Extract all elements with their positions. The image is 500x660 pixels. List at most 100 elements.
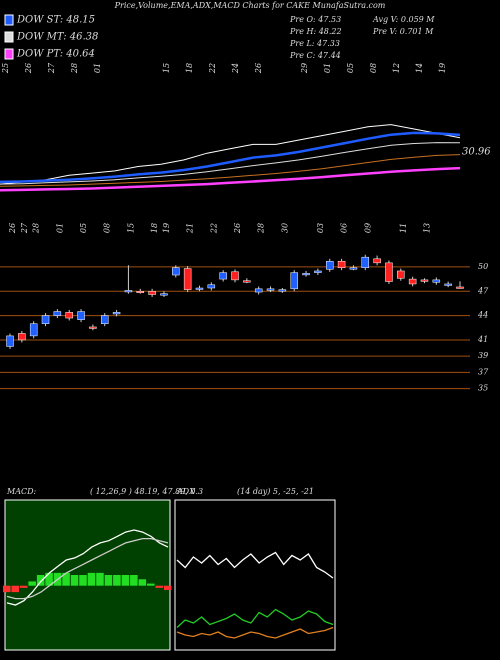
ema-line (0, 142, 461, 185)
y-tick-label: 37 (478, 367, 489, 376)
ema-line (0, 154, 461, 187)
y-tick-label: 41 (477, 335, 488, 344)
candle-body (77, 311, 85, 320)
panel-subtitle: (14 day) 5, -25, -21 (237, 487, 314, 496)
y-tick-label: 39 (478, 351, 488, 360)
histogram-bar (62, 572, 70, 586)
panel-box (4, 499, 171, 651)
x-tick-label: 21 (186, 223, 195, 234)
indicator-line (6, 537, 169, 600)
candle-body (278, 289, 287, 292)
x-tick-label: 18 (185, 63, 194, 73)
price-info: Avg V: 0.059 M (372, 15, 435, 24)
indicator-line (176, 551, 334, 579)
histogram-bar (70, 575, 79, 586)
page-title: Price,Volume,EMA,ADX,MACD Charts for CAK… (114, 1, 386, 10)
candle-body (207, 284, 216, 289)
x-tick-label: 19 (162, 223, 171, 233)
x-tick-label: 30 (280, 223, 289, 233)
x-tick-label: 12 (392, 63, 401, 73)
x-tick-label: 11 (399, 223, 408, 233)
histogram-bar (11, 585, 19, 593)
candle-body (408, 278, 417, 285)
histogram-bar (104, 575, 113, 586)
x-tick-label: 09 (363, 223, 372, 233)
candle-body (6, 335, 14, 347)
candle-body (41, 315, 50, 324)
candle-body (432, 279, 441, 283)
histogram-bar (45, 572, 53, 586)
candle-body (456, 286, 464, 289)
price-info: Pre H: 48.22 (289, 27, 342, 36)
histogram-bar (121, 575, 130, 586)
candle-body (420, 279, 429, 282)
x-tick-label: 28 (70, 63, 79, 74)
legend-label: DOW ST: 48.15 (16, 15, 95, 26)
x-tick-label: 08 (103, 223, 112, 233)
candle-body (325, 260, 334, 270)
x-tick-label: 28 (32, 223, 41, 234)
x-tick-label: 25 (1, 63, 10, 74)
histogram-bar (130, 575, 138, 586)
x-tick-label: 26 (254, 63, 263, 74)
x-tick-label: 05 (79, 223, 88, 233)
x-tick-label: 27 (20, 222, 29, 234)
candle-body (195, 287, 204, 290)
candle-body (53, 311, 62, 316)
panel-title: ADX (176, 487, 195, 496)
candle-body (136, 291, 145, 294)
x-tick-label: 05 (346, 63, 355, 73)
candle-body (148, 291, 156, 295)
x-tick-label: 06 (340, 223, 349, 233)
indicator-line (176, 626, 334, 639)
x-tick-label: 27 (47, 62, 56, 74)
x-tick-label: 22 (209, 223, 218, 234)
x-tick-label: 29 (300, 63, 309, 74)
legend-swatch (4, 31, 14, 43)
candle-body (29, 323, 38, 337)
candle-body (361, 256, 370, 268)
histogram-bar (147, 583, 155, 586)
histogram-bar (138, 579, 147, 586)
histogram-bar (2, 585, 11, 593)
legend-swatch (4, 48, 14, 60)
histogram-bar (113, 575, 121, 586)
level-label: 30.96 (462, 147, 491, 158)
price-info: Pre C: 47.44 (289, 51, 341, 60)
ema-line (0, 131, 461, 184)
candle-body (89, 326, 97, 329)
x-tick-label: 15 (126, 223, 135, 233)
histogram-bar (87, 572, 96, 586)
x-tick-label: 19 (438, 63, 447, 73)
x-tick-label: 22 (208, 63, 217, 74)
y-tick-label: 35 (478, 384, 488, 393)
candle-body (254, 288, 263, 293)
price-info: Pre O: 47.53 (289, 15, 341, 24)
candle-body (160, 293, 168, 296)
x-tick-label: 01 (55, 223, 64, 233)
candle-body (112, 312, 121, 315)
x-tick-label: 14 (415, 63, 424, 73)
panel-title: MACD: (6, 487, 37, 496)
candle-body (397, 270, 405, 279)
ema-line (0, 124, 461, 185)
candle-body (385, 262, 393, 282)
legend-swatch (4, 14, 14, 26)
x-tick-label: 08 (369, 63, 378, 73)
x-tick-label: 01 (93, 63, 102, 73)
candle-body (337, 260, 346, 268)
x-tick-label: 15 (162, 63, 171, 73)
x-tick-label: 18 (150, 223, 159, 233)
candle-body (219, 272, 227, 280)
legend-label: DOW MT: 46.38 (16, 32, 98, 43)
y-tick-label: 44 (477, 311, 488, 320)
histogram-bar (96, 572, 104, 586)
panel-subtitle: ( 12,26,9 ) 48.19, 47.89, 0.3 (90, 487, 203, 496)
candle-body (243, 280, 251, 283)
candle-body (231, 271, 239, 281)
candle-body (290, 272, 298, 290)
indicator-line (6, 529, 169, 606)
candle-body (124, 290, 133, 293)
x-tick-label: 26 (233, 223, 242, 234)
